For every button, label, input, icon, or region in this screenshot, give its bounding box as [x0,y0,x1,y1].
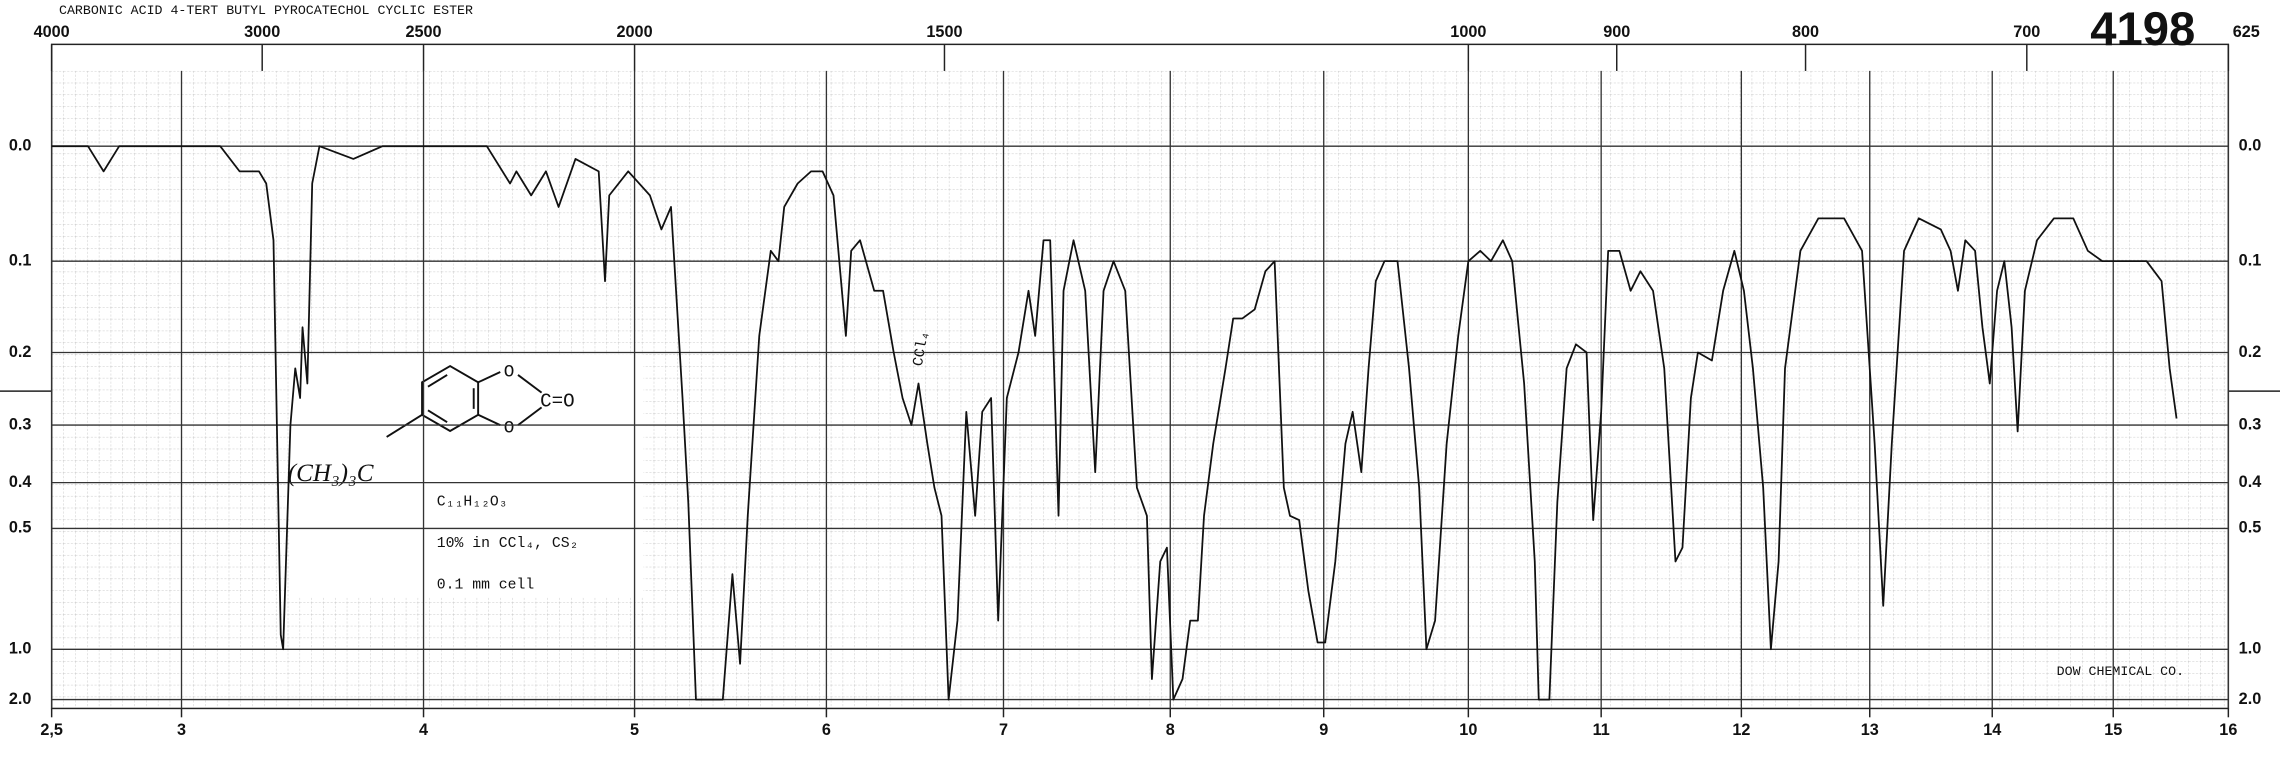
y-tick-label: 0.1 [2239,251,2262,269]
catalog-number: 4198 [2090,3,2195,56]
x-tick-label: 4 [419,721,428,739]
structure-drawing [386,364,543,438]
y-tick-label: 1.0 [2239,640,2262,658]
inset-note: C₁₁H₁₂O₃ [437,495,508,511]
structure-label: C=O [540,391,575,413]
y-tick-label: 0.4 [2239,473,2262,491]
y-tick-label: 0.0 [9,136,32,154]
y-tick-label: 0.3 [9,415,32,433]
x-tick-label: 8 [1166,721,1175,739]
annotation: CCl₄ [911,330,933,368]
y-tick-label: 0.4 [9,473,32,491]
x-tick-label: 7 [999,721,1008,739]
x-tick-label: 3 [177,721,186,739]
x-tick-label: 13 [1861,721,1879,739]
x2-tick-label: 800 [1792,23,1819,41]
x-tick-label: 2,5 [40,721,63,739]
x2-tick-label: 2000 [617,23,653,41]
y-tick-label: 0.1 [9,251,32,269]
x2-tick-label: 3000 [244,23,280,41]
x-tick-label: 11 [1593,721,1610,739]
inset-box [289,354,644,598]
source-credit: DOW CHEMICAL CO. [2057,664,2184,679]
structure-label: O [504,419,515,439]
x-tick-label: 10 [1459,721,1477,739]
structure-label: O [504,363,515,383]
y-tick-label: 1.0 [9,640,32,658]
x2-tick-label: 1000 [1450,23,1486,41]
x2-tick-label: 2500 [405,23,441,41]
x-tick-label: 16 [2219,721,2237,739]
x-tick-label: 15 [2104,721,2122,739]
x-tick-label: 6 [822,721,831,739]
spectrum-trace [51,145,2178,701]
y-tick-label: 0.3 [2239,415,2262,433]
x-tick-label: 12 [1732,721,1750,739]
inset-note: 0.1 mm cell [437,577,535,593]
y-tick-label: 2.0 [9,690,32,708]
y-tick-label: 0.2 [2239,343,2262,361]
x-tick-label: 9 [1319,721,1328,739]
y-tick-label: 0.5 [2239,519,2262,537]
y-tick-label: 0.5 [9,519,32,537]
y-tick-label: 0.0 [2239,136,2262,154]
chart-title: CARBONIC ACID 4-TERT BUTYL PYROCATECHOL … [59,3,473,18]
y-tick-label: 0.2 [9,343,32,361]
x2-tick-label: 625 [2233,23,2260,41]
inset-note: 10% in CCl₄, CS₂ [437,536,579,552]
x2-tick-label: 4000 [34,23,70,41]
x-tick-label: 5 [630,721,639,739]
x2-tick-label: 1500 [926,23,962,41]
y-tick-label: 2.0 [2239,690,2262,708]
x-tick-label: 14 [1983,721,2001,739]
x2-tick-label: 700 [2013,23,2040,41]
x2-tick-label: 900 [1603,23,1630,41]
